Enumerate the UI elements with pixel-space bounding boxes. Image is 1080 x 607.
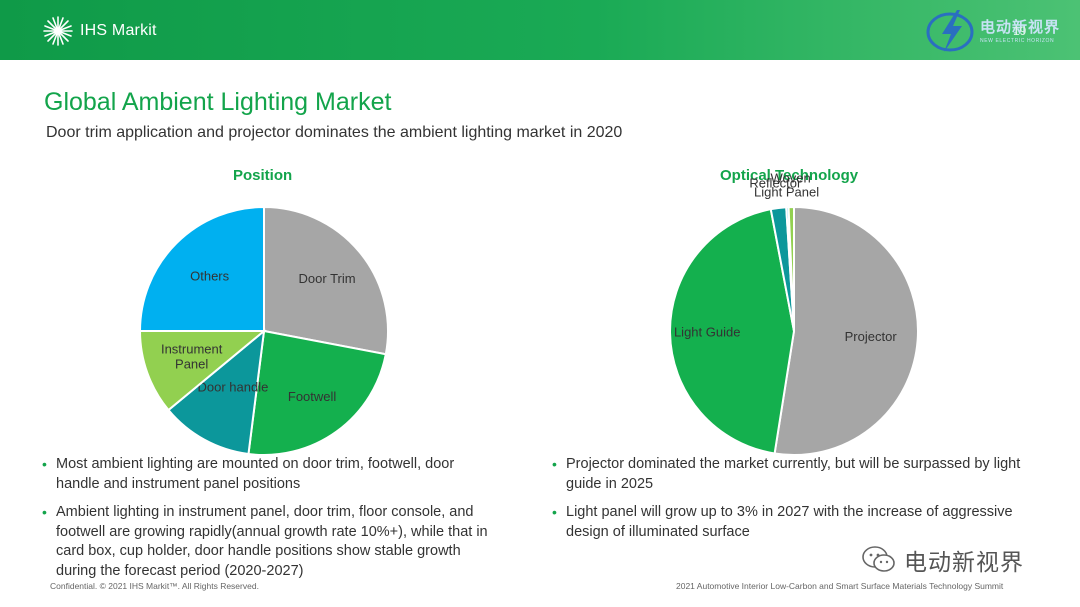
optical-slice-projector	[773, 205, 919, 456]
page-number: 19	[1013, 24, 1027, 38]
bullet-text: Ambient lighting in instrument panel, do…	[56, 504, 488, 579]
footer-event: 2021 Automotive Interior Low-Carbon and …	[676, 581, 1004, 591]
optical-label-reflector: Reflector	[749, 175, 802, 190]
lightning-globe-icon	[926, 10, 974, 52]
position-chart-title: Position	[233, 167, 293, 184]
list-item: • Projector dominated the market current…	[552, 455, 1042, 494]
position-label-footwell: Footwell	[288, 389, 337, 404]
position-slice-instrument-panel	[138, 330, 267, 412]
list-item: • Most ambient lighting are mounted on d…	[42, 455, 497, 494]
optical-chart-title: Optical Technology	[720, 167, 859, 184]
ihs-markit-logo: IHS Markit	[42, 16, 157, 46]
bullet-text: Most ambient lighting are mounted on doo…	[56, 456, 455, 492]
header-bar: IHS Markit 电动新视界 NEW ELECTRIC HORIZON 19	[0, 0, 1080, 60]
bullet-text: Projector dominated the market currently…	[566, 456, 1021, 492]
right-bullet-list: • Projector dominated the market current…	[552, 455, 1042, 551]
position-label-instrument-panel: Instrument Panel	[161, 342, 223, 372]
ihs-markit-logo-icon	[43, 16, 73, 46]
list-item: • Ambient lighting in instrument panel, …	[42, 503, 497, 581]
bullet-text: Light panel will grow up to 3% in 2027 w…	[566, 504, 1013, 540]
left-bullet-list: • Most ambient lighting are mounted on d…	[42, 455, 497, 590]
position-label-door-handle: Door handle	[198, 380, 269, 395]
footer-copyright: Confidential. © 2021 IHS Markit™. All Ri…	[50, 581, 259, 591]
position-slice-others	[138, 205, 265, 332]
brand-watermark-text: 电动新视界	[904, 549, 1024, 575]
page-subtitle: Door trim application and projector domi…	[46, 124, 623, 141]
page-title: Global Ambient Lighting Market	[44, 88, 392, 116]
logo-text: IHS Markit	[80, 22, 157, 39]
optical-label-light-panel: Light Panel	[754, 184, 819, 199]
position-label-door-trim: Door Trim	[299, 271, 356, 286]
optical-label-light-guide: Light Guide	[674, 324, 741, 339]
bullet-dot: •	[552, 456, 557, 472]
position-slice-door-trim	[263, 205, 389, 356]
wechat-icon	[862, 546, 895, 572]
electric-horizon-watermark: 电动新视界 NEW ELECTRIC HORIZON	[924, 6, 1074, 56]
position-label-others: Others	[190, 269, 230, 284]
optical-label-projector: Projector	[845, 329, 898, 344]
watermark-text: 电动新视界	[980, 19, 1061, 36]
optical-slice-woven	[787, 205, 795, 332]
position-slice-footwell	[247, 329, 387, 456]
optical-label-woven: Woven	[771, 171, 811, 186]
watermark-subtext: NEW ELECTRIC HORIZON	[980, 38, 1055, 44]
list-item: • Light panel will grow up to 3% in 2027…	[552, 503, 1042, 542]
position-slice-door-handle	[167, 328, 266, 456]
bullet-dot: •	[552, 504, 557, 520]
wechat-watermark: 电动新视界	[862, 543, 1024, 577]
optical-slice-light-guide	[669, 208, 796, 455]
bullet-dot: •	[42, 456, 47, 472]
bullet-dot: •	[42, 504, 47, 520]
